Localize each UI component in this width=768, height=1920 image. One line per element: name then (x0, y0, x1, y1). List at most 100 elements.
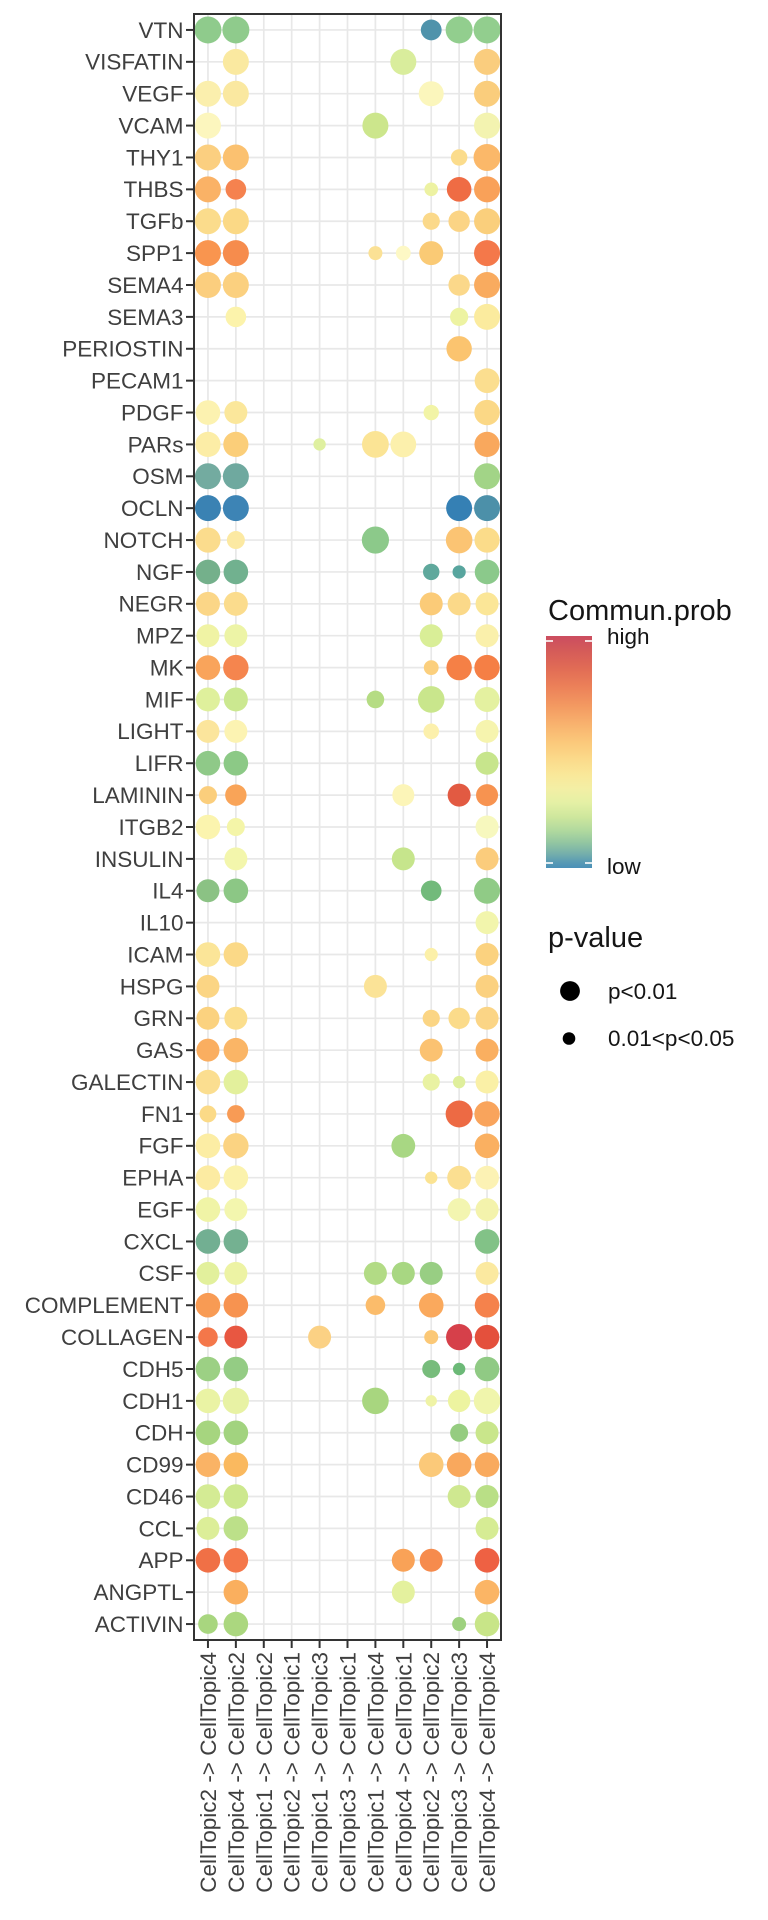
dot-LAMININ-1 (225, 784, 247, 806)
dot-APP-8 (419, 1548, 443, 1572)
x-axis-label: CellTopic1 -> CellTopic4 (363, 1652, 388, 1893)
dot-LAMININ-7 (392, 784, 415, 807)
dot-ICAM-8 (424, 947, 438, 962)
y-axis-label: NEGR (118, 592, 183, 617)
y-axis-label: CD46 (126, 1484, 184, 1509)
dot-LAMININ-10 (476, 784, 499, 807)
dot-NGF-0 (195, 559, 221, 585)
dot-INSULIN-7 (391, 847, 415, 871)
dot-ICAM-10 (475, 943, 499, 967)
dot-MK-8 (423, 660, 439, 675)
y-axis-label: GALECTIN (71, 1070, 184, 1095)
dot-CDH5-9 (452, 1362, 466, 1376)
dot-EPHA-0 (195, 1165, 221, 1191)
y-axis-label: COMPLEMENT (25, 1293, 184, 1318)
dot-SEMA4-10 (474, 272, 501, 298)
dot-MK-9 (446, 654, 472, 681)
dot-MIF-0 (195, 687, 220, 712)
dot-LIGHT-8 (423, 723, 440, 740)
dot-APP-0 (195, 1547, 221, 1573)
x-axis-labels: CellTopic2 -> CellTopic4 CellTopic4 -> Ce… (196, 1652, 500, 1893)
dot-OCLN-1 (222, 495, 249, 522)
dot-THY1-10 (473, 143, 501, 171)
dot-VEGF-8 (418, 81, 444, 107)
dot-APP-10 (474, 1547, 500, 1573)
y-axis-label: SPP1 (126, 241, 184, 266)
dot-LIGHT-10 (475, 719, 499, 743)
dot-MK-10 (474, 654, 500, 681)
dot-ACTIVIN-9 (452, 1617, 467, 1632)
dot-GRN-10 (475, 1006, 499, 1030)
dot-NOTCH-1 (226, 531, 245, 550)
size-legend-dot-small (562, 1032, 576, 1045)
x-axis-ticks (206, 1640, 489, 1648)
y-axis-label: MPZ (136, 624, 184, 649)
dot-MIF-8 (417, 686, 445, 713)
dot-COLLAGEN-4 (308, 1325, 332, 1349)
dot-CDH1-8 (425, 1395, 437, 1407)
dot-CDH-9 (450, 1423, 469, 1442)
y-axis-label: THBS (123, 177, 183, 202)
dot-GALECTIN-10 (475, 1070, 499, 1094)
y-axis-label: COLLAGEN (61, 1325, 184, 1350)
dot-EGF-9 (447, 1198, 471, 1222)
x-axis-label: CellTopic2 -> CellTopic4 (196, 1652, 221, 1893)
dot-CDH1-1 (222, 1387, 249, 1414)
dot-IL10-10 (475, 911, 499, 935)
color-legend: Commun.prob high low (546, 595, 732, 879)
dot-THBS-10 (474, 176, 501, 203)
dot-COMPLEMENT-6 (365, 1295, 386, 1316)
dot-CD99-1 (223, 1452, 249, 1477)
y-axis-label: THY1 (126, 145, 184, 170)
dot-THY1-1 (222, 144, 249, 171)
dot-CD99-0 (195, 1452, 221, 1477)
dot-CDH1-10 (473, 1387, 501, 1415)
x-axis-label: CellTopic1 -> CellTopic2 (252, 1652, 277, 1893)
y-axis-label: HSPG (120, 974, 184, 999)
dot-GRN-1 (224, 1006, 248, 1030)
y-axis-label: ACTIVIN (95, 1612, 184, 1637)
dot-PDGF-8 (423, 404, 439, 421)
dot-NOTCH-10 (474, 527, 500, 553)
dot-PARs-0 (195, 431, 221, 458)
y-axis-label: CDH (135, 1421, 184, 1446)
dot-VCAM-6 (362, 112, 389, 139)
dot-VEGF-0 (194, 80, 221, 107)
dot-ICAM-0 (195, 942, 221, 967)
dot-PARs-10 (474, 431, 500, 458)
dot-SEMA4-0 (194, 272, 221, 298)
dot-ACTIVIN-0 (198, 1614, 218, 1634)
dot-CCL-1 (223, 1516, 249, 1541)
dot-CDH5-0 (195, 1356, 221, 1382)
y-axis-label: TGFb (126, 209, 184, 234)
dot-PERIOSTIN-9 (446, 336, 472, 362)
dot-GALECTIN-8 (422, 1073, 440, 1091)
dot-MK-0 (195, 655, 221, 680)
y-axis-label: LAMININ (92, 783, 183, 808)
dot-OSM-0 (194, 463, 221, 490)
dot-COMPLEMENT-10 (474, 1292, 500, 1318)
dot-THBS-0 (194, 176, 221, 203)
colorbar (546, 636, 592, 868)
x-axis-label: CellTopic2 -> CellTopic1 (280, 1652, 305, 1893)
dot-FN1-1 (227, 1105, 245, 1123)
dot-PARs-7 (390, 431, 417, 458)
dot-OCLN-0 (194, 495, 221, 522)
dot-THY1-0 (194, 144, 221, 171)
dot-NEGR-10 (475, 592, 499, 616)
y-axis-label: EPHA (122, 1166, 183, 1191)
dot-LIFR-1 (223, 750, 249, 776)
dot-ACTIVIN-10 (474, 1611, 500, 1637)
dot-NGF-9 (452, 565, 466, 579)
y-axis-label: MK (150, 655, 184, 680)
dot-CDH5-8 (422, 1360, 441, 1378)
dot-NEGR-8 (419, 592, 443, 616)
y-axis-label: GRN (134, 1006, 184, 1031)
dot-PDGF-10 (474, 399, 500, 426)
size-legend-title: p-value (548, 922, 643, 954)
dot-VCAM-10 (474, 112, 501, 139)
x-axis-label: CellTopic3 -> CellTopic3 (447, 1652, 472, 1893)
y-axis-label: ICAM (127, 942, 183, 967)
dot-SPP1-8 (419, 241, 444, 266)
